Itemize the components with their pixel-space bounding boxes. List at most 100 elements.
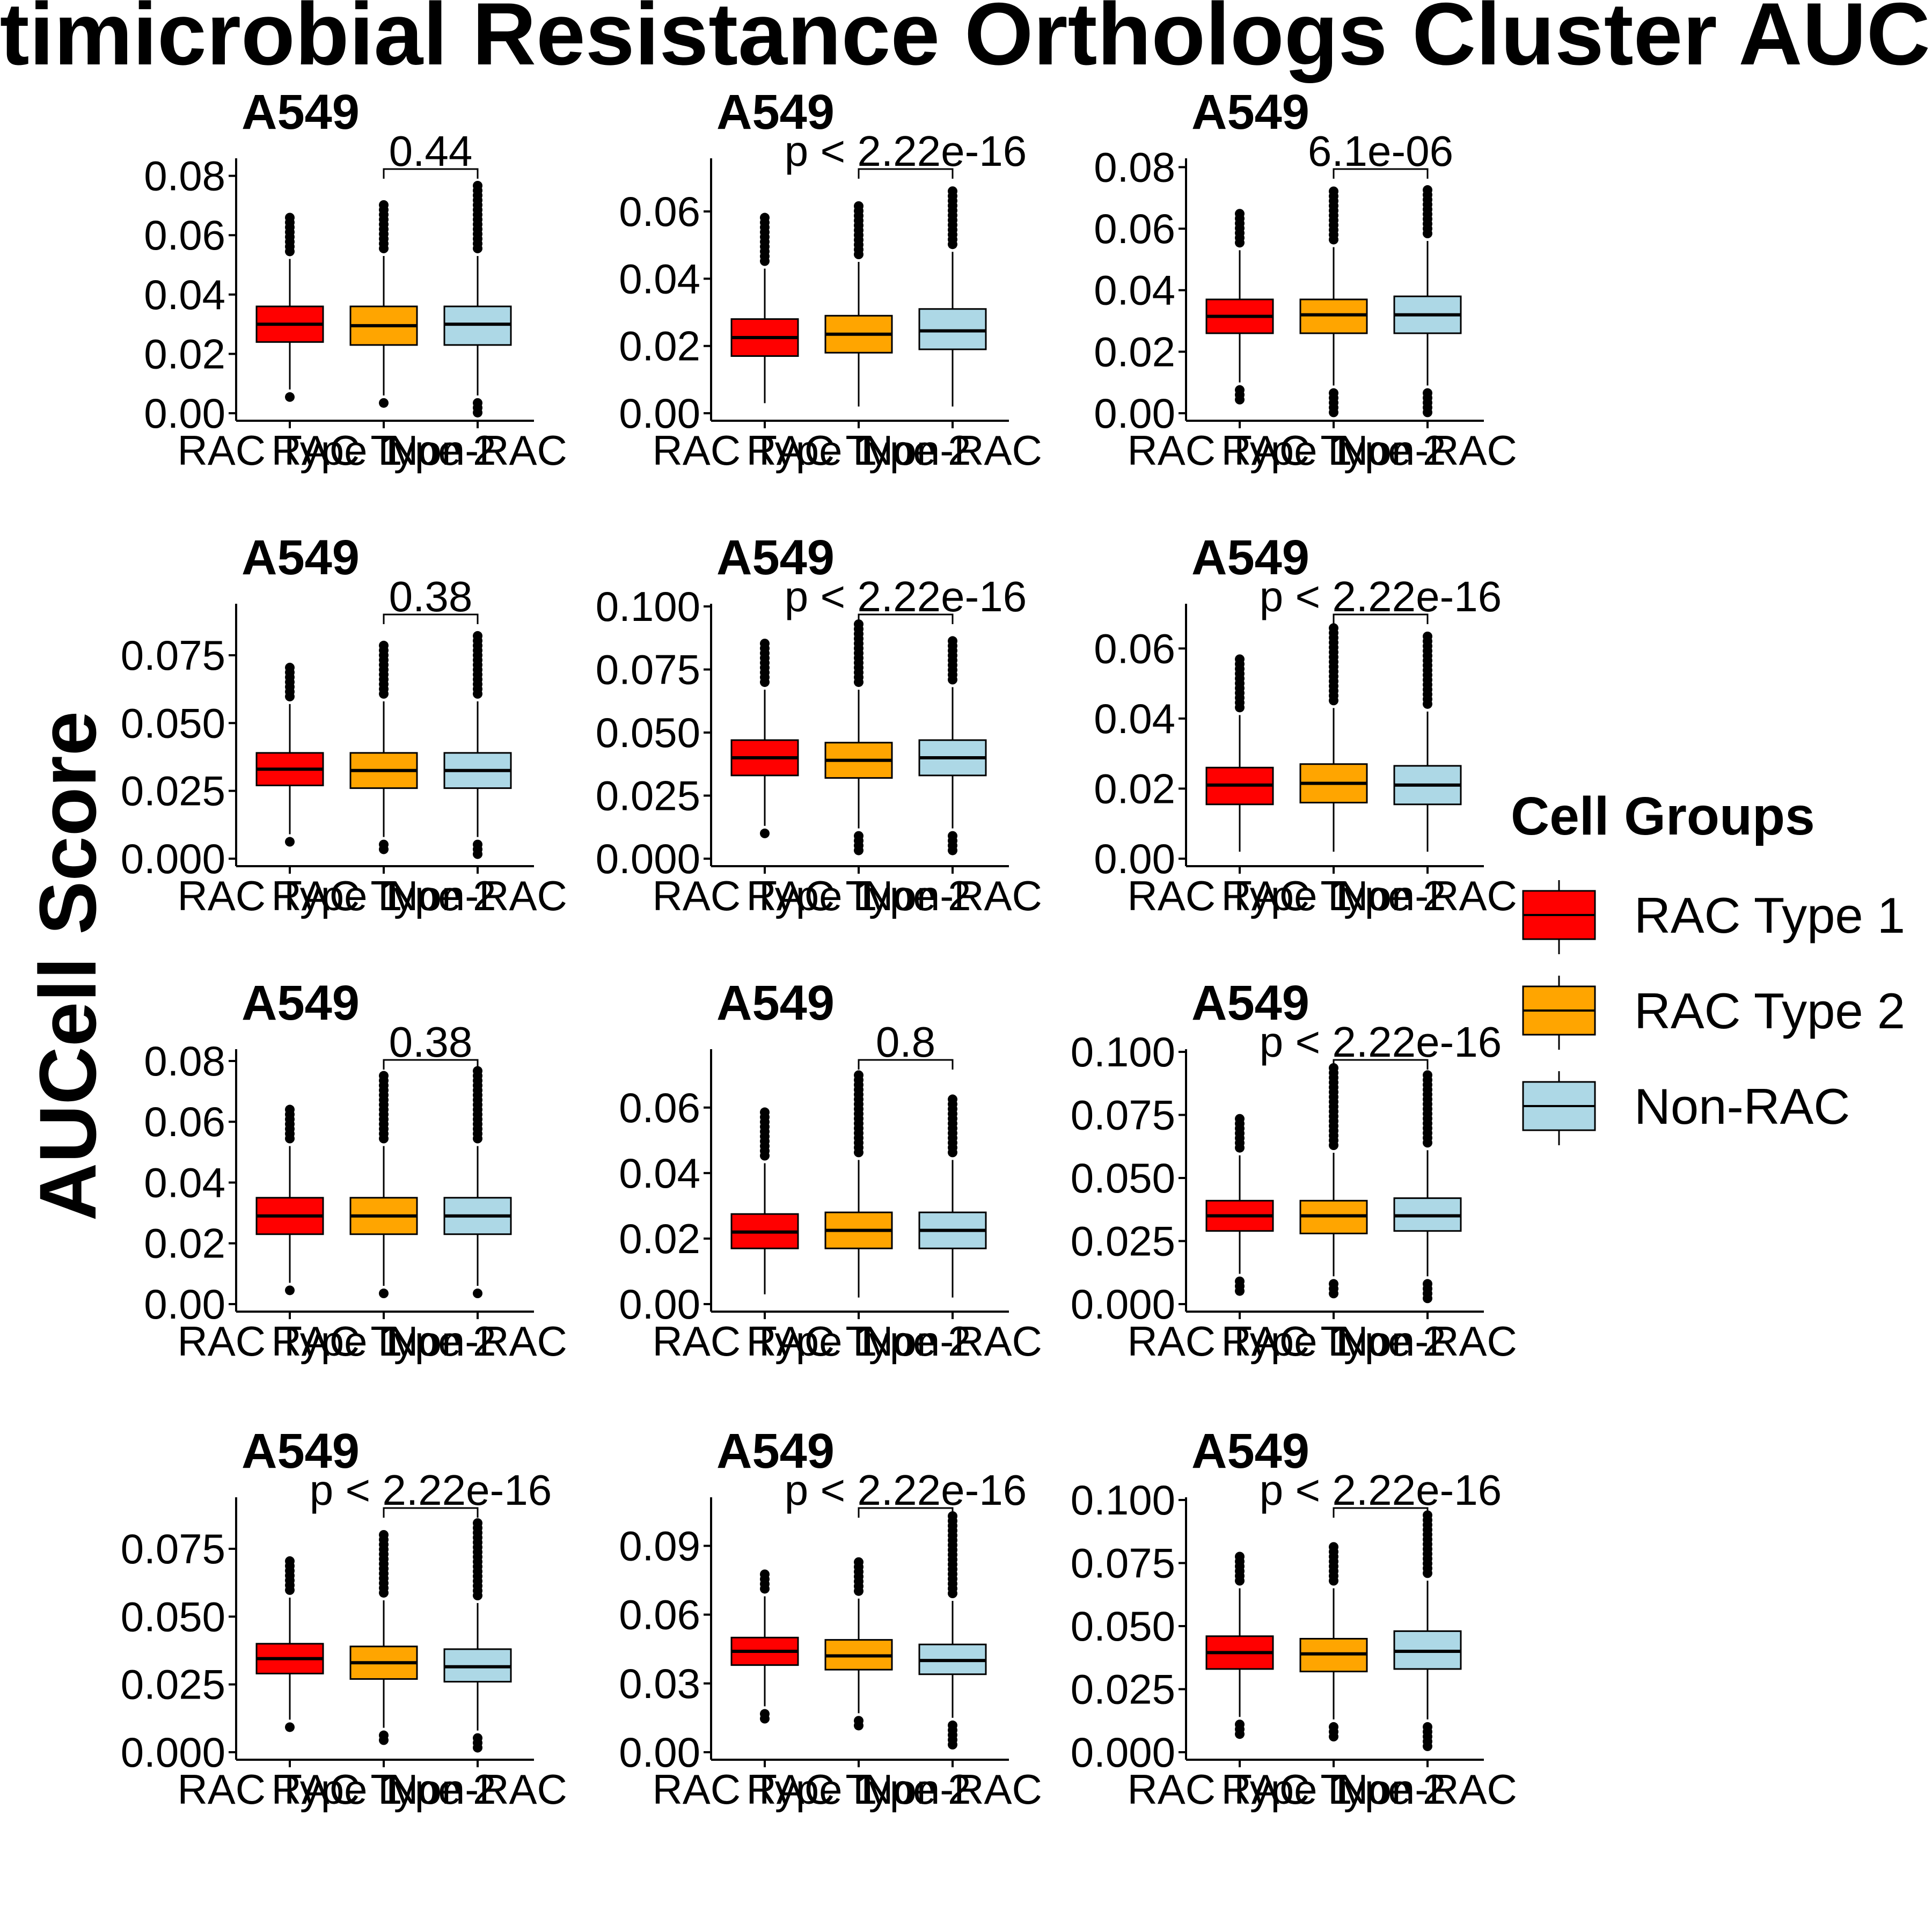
y-tick-label: 0.000 [596, 835, 700, 882]
box-rac-type-2 [1299, 623, 1368, 852]
x-tick-label: RAC Type 1 [177, 427, 402, 474]
box-rac-type-2 [1299, 186, 1368, 418]
panel-12: A549 0.000 0.025 0.050 0.075 0.100 RAC Type 1R… [1071, 1424, 1517, 1813]
p-value-label: p < 2.22e-16 [785, 127, 1027, 175]
y-tick-label: 0.000 [1071, 1280, 1175, 1328]
outlier-point [285, 1104, 295, 1115]
outlier-point [1235, 654, 1245, 664]
y-tick-label: 0.04 [144, 271, 225, 318]
x-tick-label: Non-RAC [388, 427, 567, 474]
x-tick-label: RAC Type 2 [1221, 872, 1446, 919]
box-rac-type-2 [349, 1529, 418, 1745]
outlier-point [1235, 1729, 1245, 1739]
p-value-label: 0.38 [389, 573, 473, 620]
y-tick-label: 0.02 [144, 330, 225, 377]
y-tick-label: 0.100 [596, 583, 700, 630]
outlier-point [948, 1094, 957, 1104]
x-tick-label: RAC Type 1 [652, 1766, 877, 1813]
panel-title: A549 [241, 85, 360, 140]
p-value-label: 0.38 [389, 1018, 473, 1066]
y-tick-label: 0.075 [121, 1525, 225, 1572]
panel-title: A549 [1191, 1424, 1309, 1479]
legend-label: RAC Type 1 [1634, 887, 1905, 943]
y-tick-label: 0.06 [1094, 205, 1175, 252]
box-non-rac [918, 1094, 987, 1298]
box-rac-type-2 [824, 1557, 893, 1731]
significance-bracket [383, 1059, 479, 1070]
significance-bracket [383, 1507, 479, 1518]
y-tick-label: 0.04 [619, 255, 700, 302]
x-tick-label: Non-RAC [388, 872, 567, 919]
box-rac-type-1 [255, 662, 324, 847]
y-tick-label: 0.00 [144, 1280, 225, 1328]
box-rac-type-2 [349, 640, 418, 854]
outlier-point [379, 1071, 389, 1081]
outlier-point [1423, 1293, 1432, 1304]
p-value-label: 0.8 [876, 1018, 935, 1066]
outlier-point [1423, 407, 1432, 418]
x-tick-label: RAC Type 1 [1127, 1766, 1352, 1813]
y-tick-label: 0.075 [596, 646, 700, 693]
y-tick-label: 0.09 [619, 1522, 700, 1569]
x-tick-label: Non-RAC [863, 872, 1042, 919]
outlier-point [379, 640, 389, 650]
y-tick-label: 0.075 [121, 632, 225, 679]
p-value-label: 6.1e-06 [1308, 127, 1453, 175]
outlier-point [473, 1518, 482, 1528]
x-tick-label: RAC Type 2 [1221, 427, 1446, 474]
outlier-point [854, 1721, 863, 1731]
y-tick-label: 0.025 [596, 772, 700, 819]
legend-entry-1: RAC Type 1 [1522, 880, 1905, 954]
outlier-point [1329, 1731, 1338, 1741]
outlier-point [948, 186, 957, 196]
y-tick-label: 0.075 [1071, 1540, 1175, 1587]
x-tick-label: RAC Type 1 [652, 427, 877, 474]
box-iqr [918, 308, 987, 350]
y-tick-label: 0.025 [121, 1661, 225, 1708]
y-tick-label: 0.08 [144, 1037, 225, 1085]
x-tick-label: Non-RAC [1338, 1318, 1517, 1365]
x-tick-label: RAC Type 2 [746, 1766, 971, 1813]
significance-bracket [1333, 613, 1429, 624]
outlier-point [1423, 1741, 1432, 1751]
outlier-point [1423, 1070, 1432, 1080]
y-tick-label: 0.00 [619, 1729, 700, 1776]
x-tick-label: RAC Type 1 [177, 872, 402, 919]
panel-title: A549 [241, 976, 360, 1030]
outlier-point [760, 639, 770, 649]
outlier-point [948, 636, 957, 646]
outlier-point [473, 180, 482, 191]
outlier-point [379, 398, 389, 408]
x-tick-label: RAC Type 2 [746, 872, 971, 919]
box-rac-type-2 [824, 1070, 893, 1298]
y-tick-label: 0.00 [619, 1280, 700, 1328]
significance-bracket [858, 613, 954, 624]
panel-title: A549 [716, 530, 835, 585]
x-tick-label: Non-RAC [863, 1766, 1042, 1813]
outlier-point [473, 631, 482, 641]
y-tick-label: 0.050 [121, 699, 225, 747]
y-tick-label: 0.050 [1071, 1602, 1175, 1650]
y-tick-label: 0.06 [144, 211, 225, 259]
box-rac-type-2 [349, 1071, 418, 1299]
x-tick-label: RAC Type 2 [271, 1318, 496, 1365]
y-tick-label: 0.06 [619, 1084, 700, 1131]
outlier-point [948, 845, 957, 855]
x-tick-label: RAC Type 1 [1127, 427, 1352, 474]
box-rac-type-1 [1205, 1114, 1274, 1296]
panel-title: A549 [1191, 85, 1309, 140]
x-tick-label: RAC Type 1 [1127, 1318, 1352, 1365]
box-rac-type-1 [255, 213, 324, 402]
y-tick-label: 0.04 [144, 1159, 225, 1206]
x-tick-label: RAC Type 2 [1221, 1318, 1446, 1365]
x-tick-label: RAC Type 1 [652, 1318, 877, 1365]
box-rac-type-1 [730, 213, 799, 404]
panel-title: A549 [1191, 976, 1309, 1030]
